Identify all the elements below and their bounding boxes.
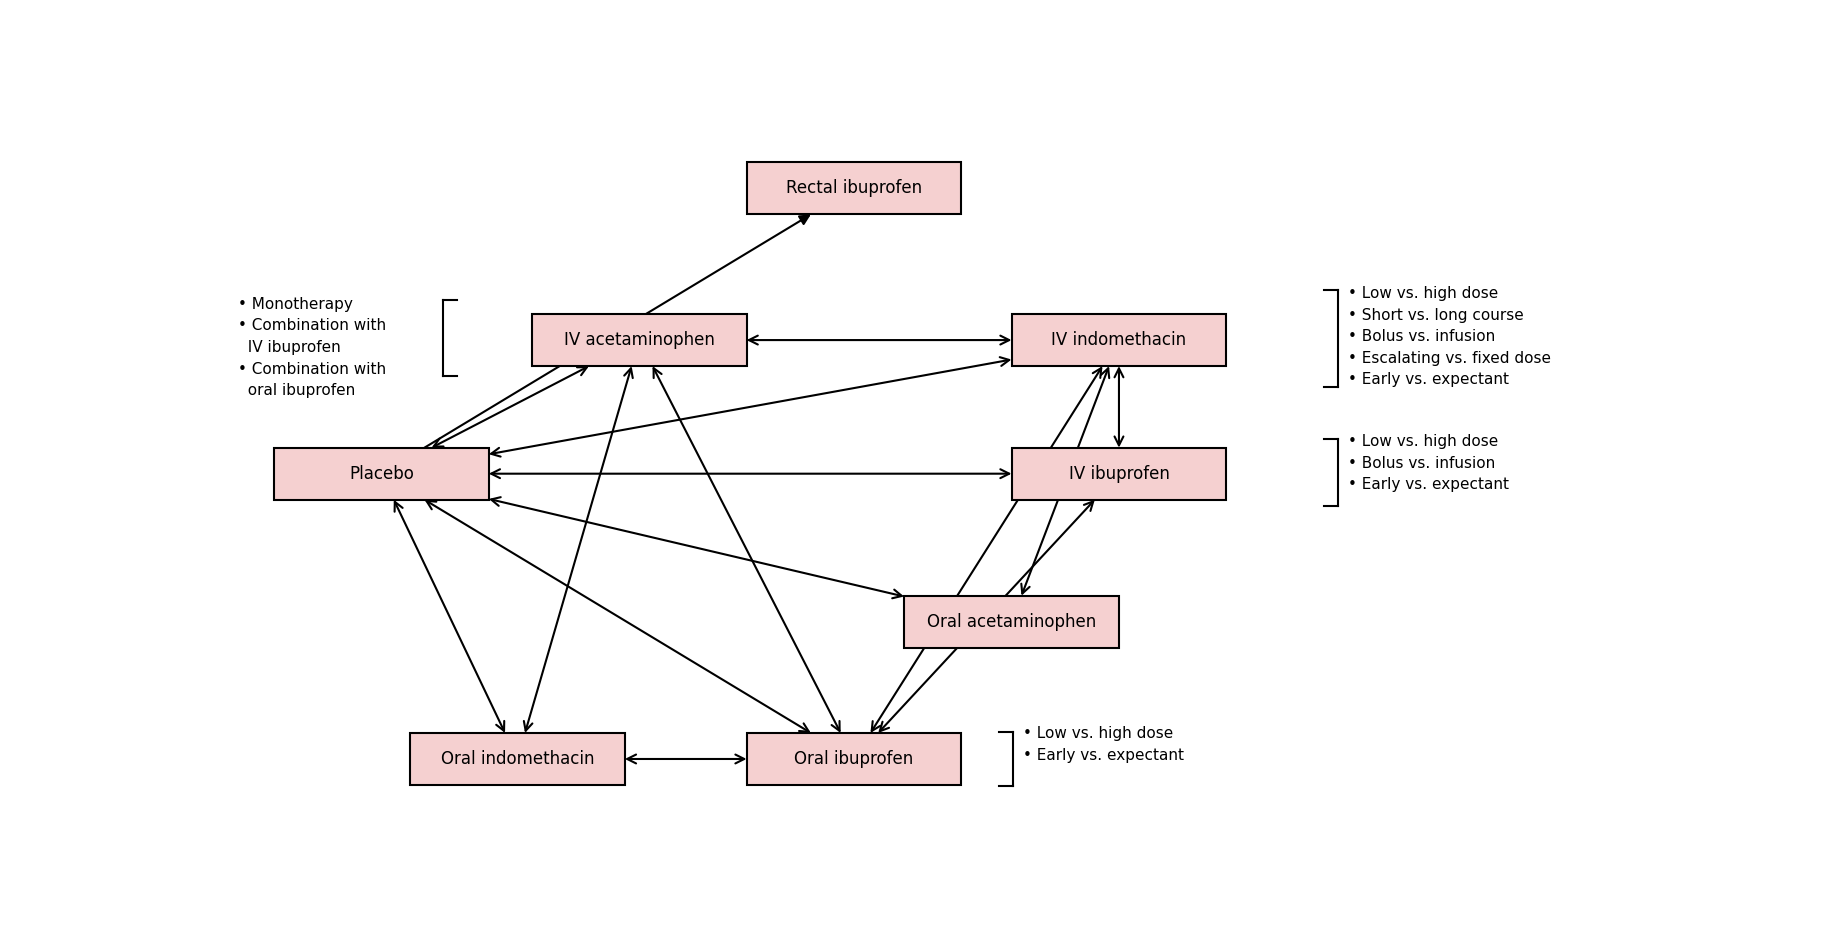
FancyBboxPatch shape: [904, 596, 1118, 648]
Text: Oral ibuprofen: Oral ibuprofen: [795, 750, 913, 768]
Text: • Monotherapy
• Combination with
  IV ibuprofen
• Combination with
  oral ibupro: • Monotherapy • Combination with IV ibup…: [238, 296, 386, 398]
Text: IV acetaminophen: IV acetaminophen: [564, 331, 715, 349]
Text: • Low vs. high dose
• Bolus vs. infusion
• Early vs. expectant: • Low vs. high dose • Bolus vs. infusion…: [1349, 434, 1510, 492]
Text: IV indomethacin: IV indomethacin: [1052, 331, 1186, 349]
Text: Placebo: Placebo: [349, 464, 414, 483]
FancyBboxPatch shape: [1011, 447, 1227, 500]
Text: • Low vs. high dose
• Early vs. expectant: • Low vs. high dose • Early vs. expectan…: [1024, 727, 1185, 764]
FancyBboxPatch shape: [532, 314, 747, 366]
Text: Oral indomethacin: Oral indomethacin: [440, 750, 595, 768]
Text: • Low vs. high dose
• Short vs. long course
• Bolus vs. infusion
• Escalating vs: • Low vs. high dose • Short vs. long cou…: [1349, 286, 1550, 387]
FancyBboxPatch shape: [747, 162, 961, 215]
FancyBboxPatch shape: [1011, 314, 1227, 366]
Text: Oral acetaminophen: Oral acetaminophen: [928, 613, 1096, 630]
FancyBboxPatch shape: [410, 733, 625, 785]
Text: Rectal ibuprofen: Rectal ibuprofen: [785, 179, 922, 197]
FancyBboxPatch shape: [747, 733, 961, 785]
FancyBboxPatch shape: [274, 447, 488, 500]
Text: IV ibuprofen: IV ibuprofen: [1068, 464, 1170, 483]
